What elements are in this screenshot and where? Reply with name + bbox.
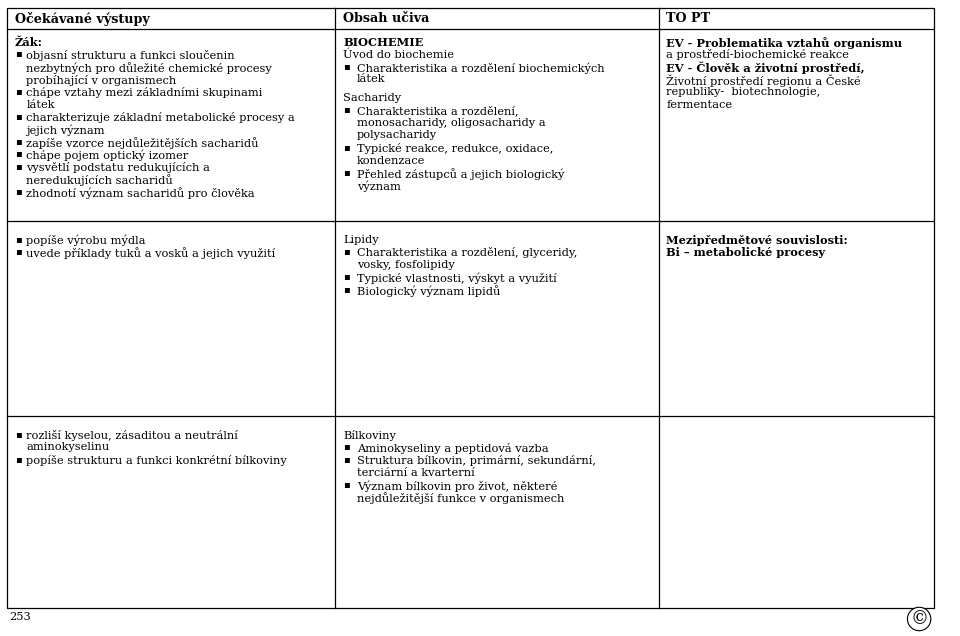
- Text: ▪: ▪: [343, 443, 349, 452]
- Text: nejdůležitější funkce v organismech: nejdůležitější funkce v organismech: [357, 492, 564, 504]
- Text: Životní prostředí regionu a České: Životní prostředí regionu a České: [666, 74, 861, 87]
- Text: ▪: ▪: [14, 112, 21, 121]
- Text: Biologický význam lipidů: Biologický význam lipidů: [357, 285, 500, 297]
- Text: terciární a kvarterní: terciární a kvarterní: [357, 467, 474, 478]
- Text: objasní strukturu a funkci sloučenin: objasní strukturu a funkci sloučenin: [27, 50, 235, 60]
- Text: Charakteristika a rozdělení, glyceridy,: Charakteristika a rozdělení, glyceridy,: [357, 247, 577, 258]
- Text: ▪: ▪: [343, 143, 349, 152]
- Text: neredukujících sacharidů: neredukujících sacharidů: [27, 174, 173, 186]
- Text: republiky-  biotechnologie,: republiky- biotechnologie,: [666, 87, 821, 97]
- Text: charakterizuje základní metabolické procesy a: charakterizuje základní metabolické proc…: [27, 112, 296, 123]
- Text: Přehled zástupců a jejich biologický: Přehled zástupců a jejich biologický: [357, 168, 564, 180]
- Text: zhodnotí význam sacharidů pro člověka: zhodnotí význam sacharidů pro člověka: [27, 187, 255, 199]
- Text: ▪: ▪: [14, 247, 21, 256]
- Text: Bílkoviny: Bílkoviny: [343, 430, 396, 441]
- Text: Sacharidy: Sacharidy: [343, 93, 401, 103]
- Text: ▪: ▪: [343, 285, 349, 294]
- Text: fermentace: fermentace: [666, 99, 732, 109]
- Text: vosky, fosfolipidy: vosky, fosfolipidy: [357, 260, 454, 270]
- Text: ▪: ▪: [14, 149, 21, 158]
- Text: ▪: ▪: [343, 168, 349, 177]
- Text: EV - Problematika vztahů organismu: EV - Problematika vztahů organismu: [666, 37, 902, 49]
- Text: aminokyselinu: aminokyselinu: [27, 443, 109, 452]
- Text: ▪: ▪: [343, 247, 349, 256]
- Text: ▪: ▪: [343, 455, 349, 464]
- Text: Bi – metabolické procesy: Bi – metabolické procesy: [666, 247, 826, 258]
- Text: ▪: ▪: [14, 162, 21, 171]
- Text: Očekávané výstupy: Očekávané výstupy: [14, 11, 150, 25]
- Text: probíhající v organismech: probíhající v organismech: [27, 74, 177, 85]
- Text: popíše strukturu a funkci konkrétní bílkoviny: popíše strukturu a funkci konkrétní bílk…: [27, 455, 287, 466]
- Text: Charakteristika a rozdělení biochemických: Charakteristika a rozdělení biochemickýc…: [357, 62, 605, 74]
- Text: TO PT: TO PT: [666, 12, 710, 25]
- Text: Mezipředmětové souvislosti:: Mezipředmětové souvislosti:: [666, 235, 848, 246]
- Text: a prostředí-biochemické reakce: a prostředí-biochemické reakce: [666, 50, 850, 60]
- Text: ▪: ▪: [343, 272, 349, 282]
- Text: ▪: ▪: [14, 137, 21, 146]
- Text: ▪: ▪: [14, 50, 21, 59]
- Text: ▪: ▪: [14, 87, 21, 96]
- Text: Žák:: Žák:: [14, 37, 42, 48]
- Text: 253: 253: [9, 612, 31, 622]
- Text: ▪: ▪: [343, 106, 349, 114]
- Text: ▪: ▪: [14, 430, 21, 439]
- Text: látek: látek: [27, 99, 55, 109]
- Text: zapíše vzorce nejdůležitějších sacharidů: zapíše vzorce nejdůležitějších sacharidů: [27, 137, 259, 149]
- Text: látek: látek: [357, 74, 385, 85]
- Text: chápe vztahy mezi základními skupinami: chápe vztahy mezi základními skupinami: [27, 87, 263, 98]
- Text: monosacharidy, oligosacharidy a: monosacharidy, oligosacharidy a: [357, 118, 545, 128]
- Text: polysacharidy: polysacharidy: [357, 130, 437, 141]
- Text: nezbytných pro důležité chemické procesy: nezbytných pro důležité chemické procesy: [27, 62, 273, 74]
- Text: Úvod do biochemie: Úvod do biochemie: [343, 50, 454, 60]
- Text: Typické reakce, redukce, oxidace,: Typické reakce, redukce, oxidace,: [357, 143, 553, 154]
- Text: Charakteristika a rozdělení,: Charakteristika a rozdělení,: [357, 106, 518, 116]
- Text: Aminokyseliny a peptidová vazba: Aminokyseliny a peptidová vazba: [357, 443, 548, 453]
- Text: ▪: ▪: [14, 455, 21, 464]
- Text: ▪: ▪: [343, 62, 349, 71]
- Text: rozliší kyselou, zásaditou a neutrální: rozliší kyselou, zásaditou a neutrální: [27, 430, 238, 441]
- Text: EV - Člověk a životní prostředí,: EV - Člověk a životní prostředí,: [666, 62, 865, 74]
- Text: Obsah učiva: Obsah učiva: [343, 12, 429, 25]
- Text: ▪: ▪: [14, 187, 21, 196]
- Text: Význam bílkovin pro život, některé: Význam bílkovin pro život, některé: [357, 480, 557, 492]
- Text: jejich význam: jejich význam: [27, 125, 105, 136]
- Text: Typické vlastnosti, výskyt a využití: Typické vlastnosti, výskyt a využití: [357, 272, 557, 284]
- Text: chápe pojem optický izomer: chápe pojem optický izomer: [27, 149, 189, 161]
- Text: Lipidy: Lipidy: [343, 235, 378, 245]
- Text: kondenzace: kondenzace: [357, 155, 425, 165]
- Text: vysvětlí podstatu redukujících a: vysvětlí podstatu redukujících a: [27, 162, 210, 173]
- Text: význam: význam: [357, 181, 400, 192]
- Text: Struktura bílkovin, primární, sekundární,: Struktura bílkovin, primární, sekundární…: [357, 455, 596, 466]
- Text: popíše výrobu mýdla: popíše výrobu mýdla: [27, 235, 146, 247]
- Text: BIOCHEMIE: BIOCHEMIE: [343, 37, 423, 48]
- Text: ▪: ▪: [343, 480, 349, 489]
- Text: ©: ©: [910, 610, 928, 628]
- Text: ▪: ▪: [14, 235, 21, 244]
- Text: uvede příklady tuků a vosků a jejich využití: uvede příklady tuků a vosků a jejich vyu…: [27, 247, 276, 259]
